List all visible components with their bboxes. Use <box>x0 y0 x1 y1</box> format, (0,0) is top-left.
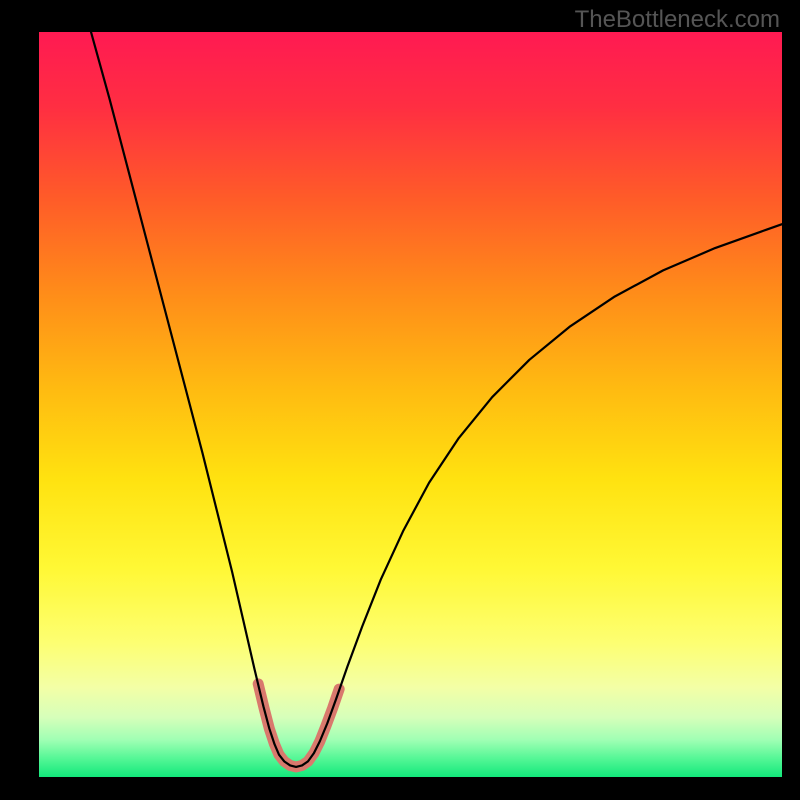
watermark-label: TheBottleneck.com <box>575 6 780 34</box>
bottleneck-curve-polyline <box>91 32 782 767</box>
chart-plot-svg <box>39 32 782 777</box>
